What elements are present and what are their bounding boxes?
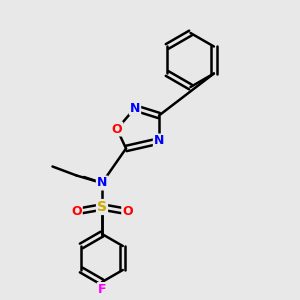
Text: F: F xyxy=(98,283,106,296)
Text: O: O xyxy=(112,122,122,136)
Text: N: N xyxy=(130,101,140,115)
Text: N: N xyxy=(154,134,164,148)
Text: O: O xyxy=(71,205,82,218)
Text: S: S xyxy=(97,200,107,214)
Text: N: N xyxy=(97,176,107,190)
Text: O: O xyxy=(122,205,133,218)
